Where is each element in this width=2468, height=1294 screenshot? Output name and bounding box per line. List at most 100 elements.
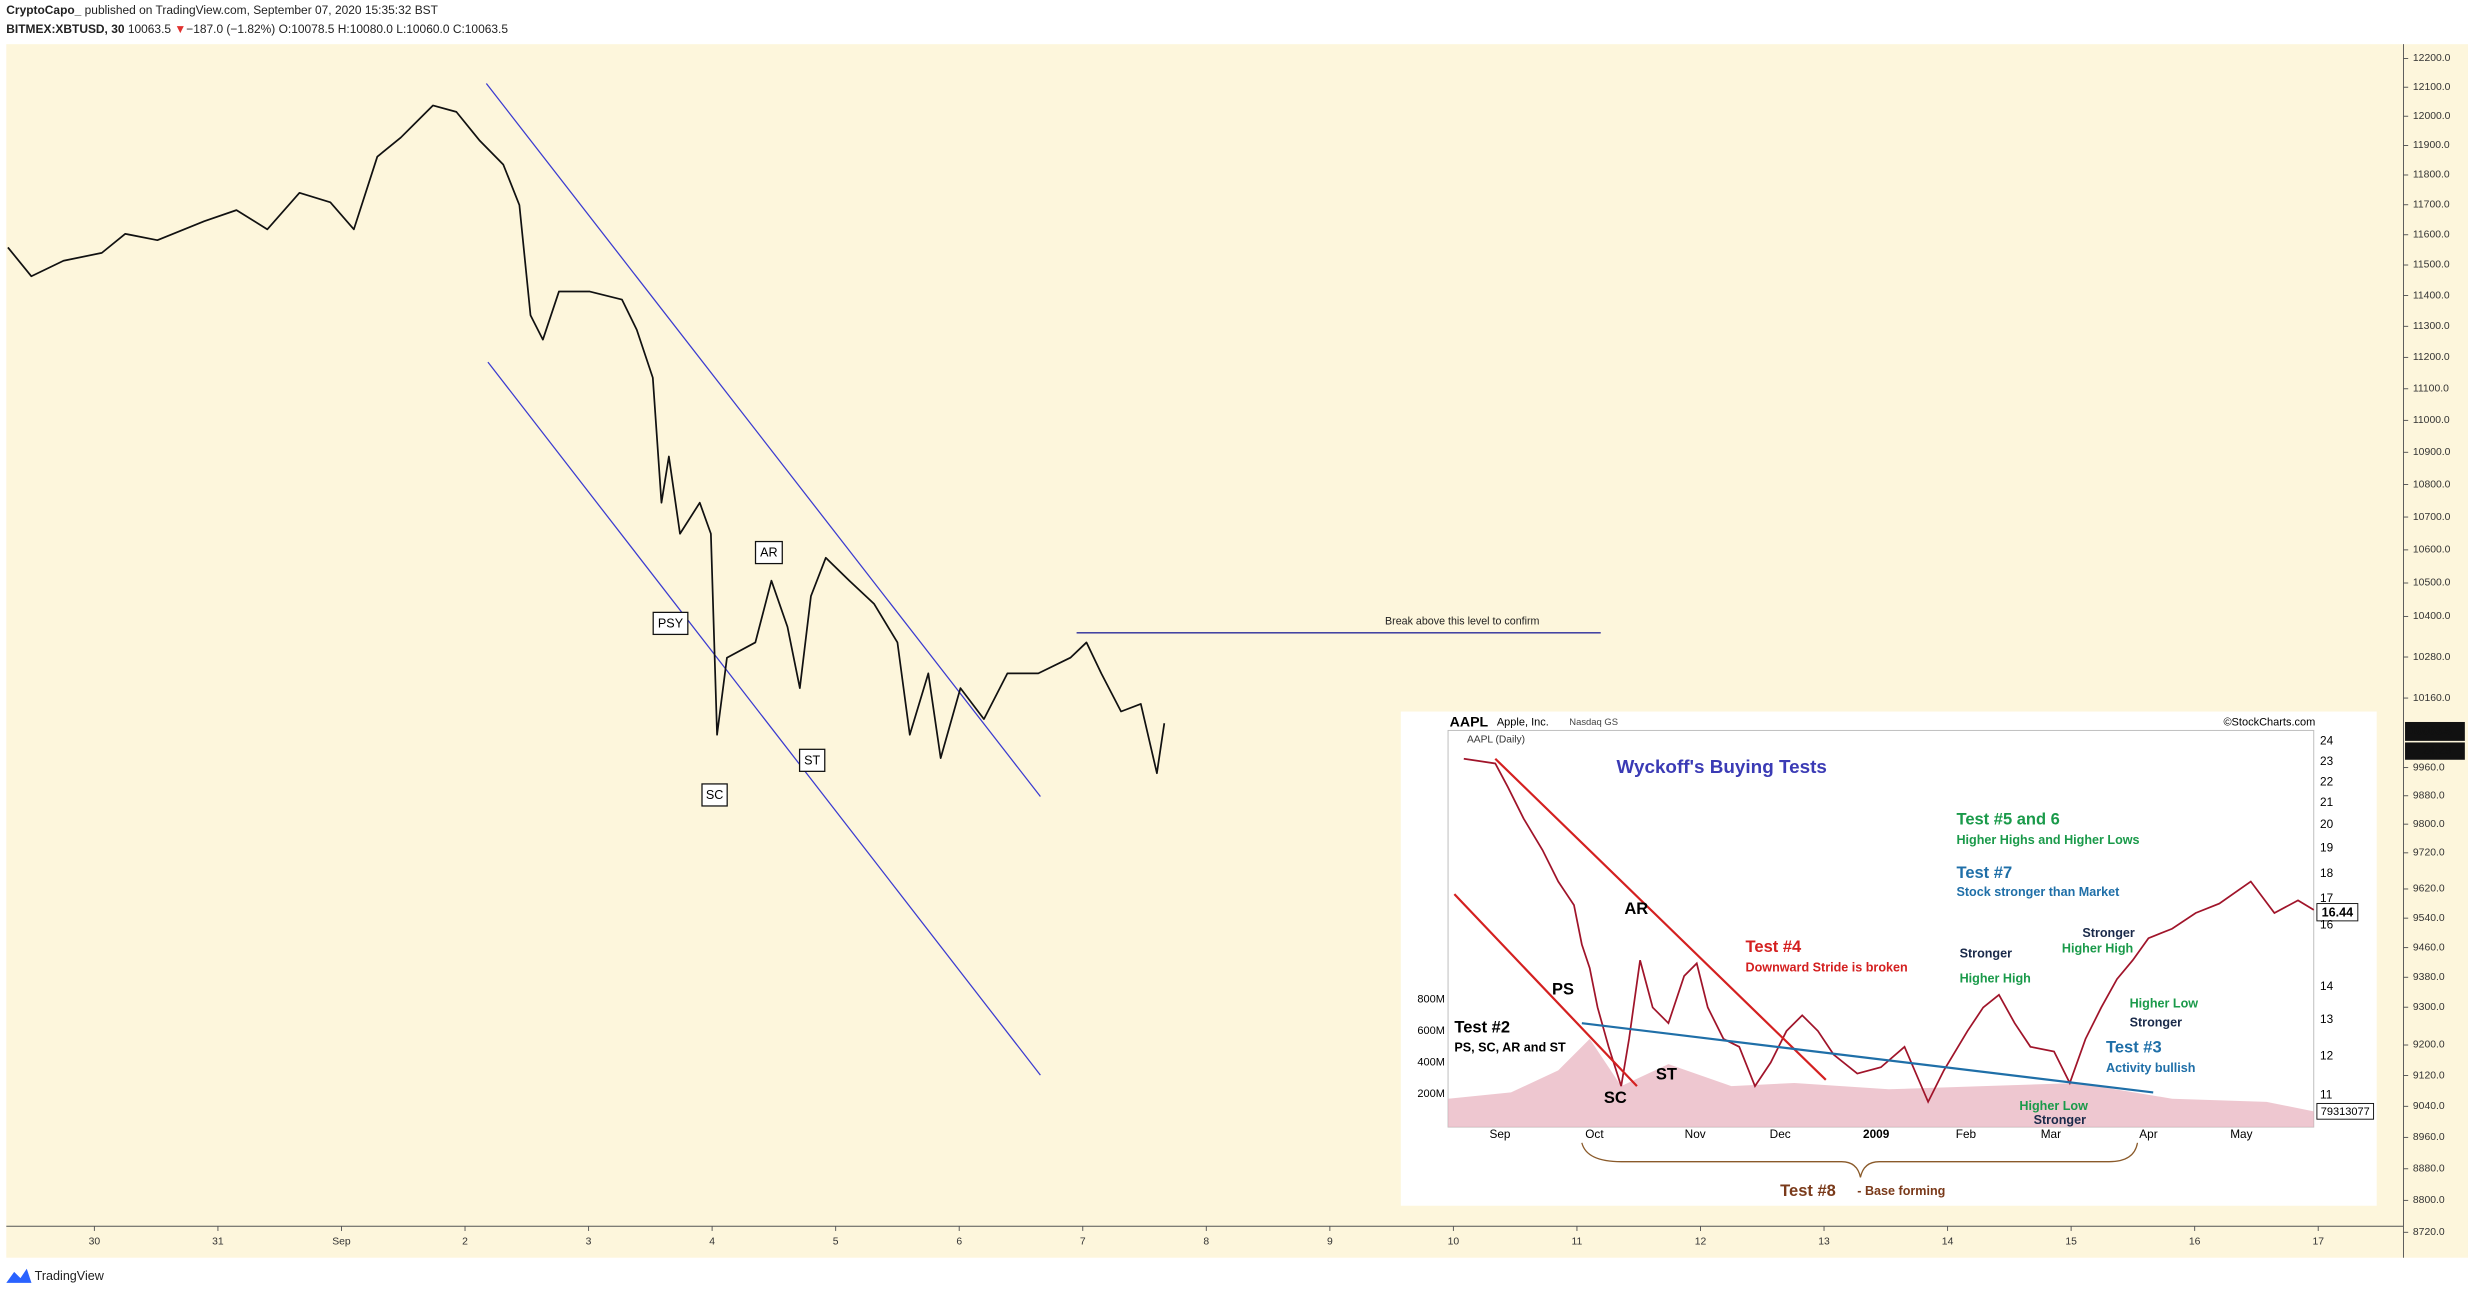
x-tick-label: 8 (1203, 1237, 1209, 1248)
y-tick-label: 11200.0 (2413, 352, 2450, 363)
x-tick-label: 9 (1327, 1237, 1333, 1248)
inset-source: ©StockCharts.com (2223, 716, 2315, 728)
x-tick-label: 12 (1695, 1237, 1707, 1248)
inset-month: May (2230, 1127, 2252, 1141)
inset-price-tick: 19 (2320, 841, 2333, 855)
label-st: ST (798, 748, 826, 772)
inset-price-tick: 20 (2320, 817, 2334, 831)
x-tick-label: Sep (332, 1237, 351, 1248)
inset-volume-tick: 400M (1417, 1056, 1445, 1068)
inset-price (1463, 757, 2315, 1104)
y-tick-label: 9300.0 (2413, 1002, 2445, 1013)
footer (0, 1259, 2468, 1294)
inset-label: PS, SC, AR and ST (1454, 1041, 1566, 1055)
y-tick-label: 12100.0 (2413, 82, 2451, 93)
x-tick-label: 16 (2189, 1237, 2201, 1248)
inset-brace (1581, 1142, 2139, 1178)
x-tick-label: 13 (1818, 1237, 1830, 1248)
inset-label: Higher Highs and Higher Lows (1956, 833, 2139, 847)
inset-price-tick: 22 (2320, 774, 2333, 788)
x-tick-label: 4 (709, 1237, 715, 1248)
x-tick-label: 14 (1942, 1237, 1954, 1248)
ohlc-o-label: O: (279, 22, 292, 36)
inset-label: Stronger (2082, 926, 2135, 940)
inset-label: Test #8 (1780, 1181, 1836, 1200)
inset-label: Stock stronger than Market (1956, 885, 2120, 899)
inset-label: Activity bullish (2106, 1061, 2195, 1075)
y-tick-label: 10160.0 (2413, 693, 2451, 704)
y-tick-label: 12200.0 (2413, 53, 2451, 64)
label-box (754, 540, 783, 565)
inset-label: Stronger (2034, 1113, 2087, 1127)
ohlc-l-label: L: (396, 22, 406, 36)
y-tick-label: 11400.0 (2413, 290, 2450, 301)
label-sc: SC (701, 783, 728, 807)
inset-price-tick: 12 (2320, 1048, 2333, 1062)
y-tick-label: 11800.0 (2413, 170, 2450, 181)
y-tick-label: 11700.0 (2413, 199, 2450, 210)
y-tick-label: 9960.0 (2413, 762, 2445, 773)
inset-month: Oct (1585, 1127, 1604, 1141)
ohlc-c-label: C: (453, 22, 465, 36)
inset-label: Higher Low (2019, 1099, 2088, 1113)
inset-label: Stronger (1960, 946, 2013, 960)
x-tick-label: 5 (833, 1237, 839, 1248)
inset-price-tick: 23 (2320, 754, 2334, 768)
inset-chart: AAPL Apple, Inc. Nasdaq GS ©StockCharts.… (1400, 711, 2377, 1206)
inset-volume-tick: 200M (1417, 1088, 1445, 1100)
inset-channel (1494, 757, 1827, 1081)
ohlc-h: 10080.0 (350, 22, 394, 36)
y-tick-label: 12000.0 (2413, 111, 2451, 122)
inset-label: Higher High (2062, 942, 2133, 956)
x-tick-label: 10 (1448, 1237, 1460, 1248)
ohlc-h-label: H: (338, 22, 350, 36)
y-tick-label: 9880.0 (2413, 790, 2445, 801)
y-tick-label: 9540.0 (2413, 913, 2445, 924)
inset-price-tick: 14 (2320, 979, 2334, 993)
y-tick-label: 9120.0 (2413, 1070, 2445, 1081)
label-box (652, 611, 689, 636)
last: 10063.5 (128, 22, 172, 36)
change: −187.0 (−1.82%) (186, 22, 275, 36)
price-axis-pane (2403, 44, 2468, 1258)
label-ar: AR (754, 540, 783, 565)
last-price-label: 10063.5 (2410, 725, 2453, 738)
annotation: ST (804, 753, 820, 767)
x-tick-label: 15 (2065, 1237, 2077, 1248)
inset-price-tick: 21 (2320, 795, 2333, 809)
y-tick-label: 10280.0 (2413, 652, 2451, 663)
label-psy: PSY (652, 611, 689, 636)
inset-label: AR (1624, 899, 1648, 918)
arrow: ▼ (174, 22, 186, 36)
inset-label: Higher Low (2130, 997, 2199, 1011)
inset-label: ST (1656, 1064, 1677, 1083)
symbol-line: BITMEX:XBTUSD, 30 10063.5 ▼−187.0 (−1.82… (6, 22, 508, 36)
x-tick-label: 6 (956, 1237, 962, 1248)
y-tick-label: 10600.0 (2413, 545, 2451, 556)
y-tick-label: 9380.0 (2413, 972, 2445, 983)
brand-logo (6, 1268, 32, 1283)
inset-axes: 24 23 22 21 20 19 18 17 16 14 13 12 11 800M 600M 400M 20… (1417, 734, 2333, 1141)
y-tick-label: 10500.0 (2413, 578, 2451, 589)
inset-month: Sep (1490, 1127, 1511, 1141)
inset-price-tick: 18 (2320, 866, 2334, 880)
symbol: BITMEX:XBTUSD, 30 (6, 22, 125, 36)
inset-month: Feb (1956, 1127, 1977, 1141)
y-tick-label: 11000.0 (2413, 415, 2450, 426)
inset-exchange: Nasdaq GS (1569, 717, 1618, 728)
label-box (701, 783, 728, 807)
header-line: CryptoCapo_ published on TradingView.com… (6, 3, 438, 17)
y-tick-label: 10400.0 (2413, 611, 2451, 622)
x-tick-label: 30 (89, 1237, 101, 1248)
y-tick-label: 8800.0 (2413, 1195, 2445, 1206)
inset-channel (1453, 893, 1638, 1087)
annotation: PSY (658, 617, 684, 631)
y-tick-label: 11600.0 (2413, 229, 2450, 240)
inset-label: PS (1552, 979, 1574, 998)
inset-price-tick: 17 (2320, 891, 2333, 905)
inset-price-tick: 13 (2320, 1012, 2334, 1026)
ohlc-o: 10078.5 (291, 22, 335, 36)
y-tick-label: 11100.0 (2413, 383, 2449, 394)
y-tick-label: 9040.0 (2413, 1101, 2445, 1112)
channel-line (487, 361, 1041, 1076)
